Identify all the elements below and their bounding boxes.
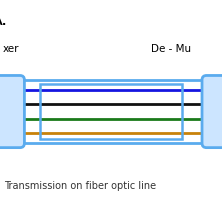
FancyBboxPatch shape [0, 75, 24, 148]
Bar [40, 84, 182, 139]
Text: λ.: λ. [0, 17, 7, 27]
Bar [0, 80, 222, 143]
Text: De - Mu: De - Mu [151, 44, 191, 54]
FancyBboxPatch shape [202, 75, 222, 148]
Text: xer: xer [2, 44, 19, 54]
Text: Transmission on fiber optic line: Transmission on fiber optic line [4, 181, 157, 192]
